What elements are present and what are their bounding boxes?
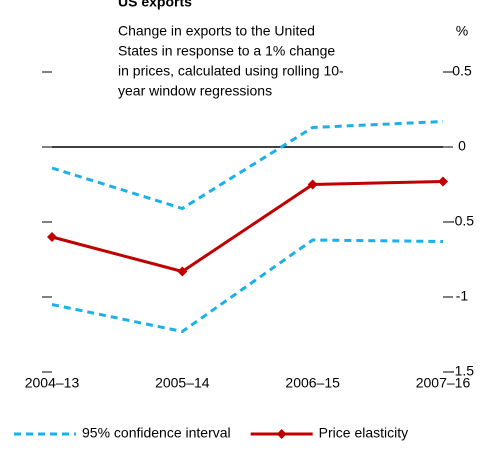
subtitle: in prices, calculated using rolling 10-: [118, 63, 344, 79]
y-tick-label: -1.5: [450, 363, 474, 379]
marker: [177, 266, 188, 277]
line: [51, 120, 444, 211]
y-tick-label: 0.5: [452, 63, 472, 79]
y-tick-label: 0: [458, 138, 466, 154]
subtitle: States in response to a 1% change: [118, 43, 335, 59]
chart-title: US exports: [118, 0, 192, 10]
legend-marker: [276, 429, 287, 439]
line: [51, 180, 444, 274]
x-tick-label: 2006–15: [285, 375, 340, 391]
marker: [47, 232, 57, 242]
marker: [438, 176, 448, 187]
subtitle: year window regressions: [118, 83, 272, 99]
marker: [307, 179, 318, 190]
legend-label: Price elasticity: [319, 425, 408, 441]
y-tick-label: -1: [456, 288, 469, 304]
legend-label: 95% confidence interval: [82, 425, 231, 441]
y-unit: %: [456, 23, 468, 39]
x-tick-label: 2005–14: [155, 375, 210, 391]
subtitle: Change in exports to the United: [118, 23, 315, 39]
x-tick-label: 2007–16: [416, 375, 471, 391]
y-tick-label: -0.5: [450, 213, 474, 229]
x-tick-label: 2004–13: [25, 375, 80, 391]
line: [51, 238, 444, 334]
